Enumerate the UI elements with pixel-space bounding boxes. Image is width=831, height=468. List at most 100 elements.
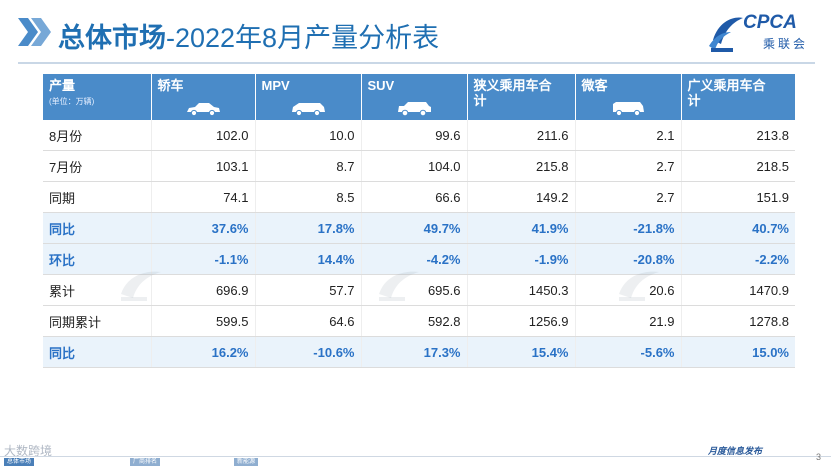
table-cell: 20.6 <box>575 274 682 306</box>
mpv-icon <box>292 103 325 116</box>
table-cell: 64.6 <box>255 305 362 337</box>
footer-segment: 厂商排名 <box>130 458 161 466</box>
table-cell: 1256.9 <box>467 305 576 337</box>
table-cell: 592.8 <box>361 305 468 337</box>
footer-publisher: 月度信息发布 <box>708 446 763 456</box>
table-cell: 40.7% <box>681 212 795 244</box>
footer-segment: 新能源 <box>234 458 259 466</box>
header-cell-minivan: 微客 <box>575 74 682 120</box>
table-cell: 10.0 <box>255 120 362 151</box>
table-cell: 8.5 <box>255 181 362 213</box>
table-cell: 14.4% <box>255 243 362 275</box>
table-cell: 15.0% <box>681 336 795 368</box>
slide-header: 总体市场-2022年8月产量分析表 CPCA 乘联会 <box>0 0 831 64</box>
footer-brand: 大数跨境 <box>4 444 53 458</box>
footer-segment: 总体市场 <box>4 458 35 466</box>
header-cell-mpv: MPV <box>255 74 362 120</box>
title-rest: -2022年8月产量分析表 <box>166 23 440 53</box>
table-row-cumulative: 累计 696.9 57.7 695.6 1450.3 20.6 1470.9 <box>43 274 795 306</box>
table-cell: 1450.3 <box>467 274 576 306</box>
header-cell-suv: SUV <box>361 74 468 120</box>
cpca-emblem-icon <box>709 17 743 52</box>
table-row-mom: 环比 -1.1% 14.4% -4.2% -1.9% -20.8% -2.2% <box>43 243 795 275</box>
row-label: 同比 <box>43 336 152 368</box>
table-row-same-period-cumulative: 同期累计 599.5 64.6 592.8 1256.9 21.9 1278.8 <box>43 305 795 337</box>
sedan-icon <box>187 103 220 116</box>
table-cell: 695.6 <box>361 274 468 306</box>
table-cell: 149.2 <box>467 181 576 213</box>
table-row-yoy: 同比 37.6% 17.8% 49.7% 41.9% -21.8% 40.7% <box>43 212 795 244</box>
row-label: 累计 <box>43 274 152 306</box>
table-cell: 696.9 <box>151 274 256 306</box>
minivan-icon <box>613 102 644 116</box>
row-label: 8月份 <box>43 120 152 151</box>
table-cell: 215.8 <box>467 150 576 182</box>
page-number: 3 <box>816 452 822 462</box>
table-cell: 213.8 <box>681 120 795 151</box>
table-cell: 104.0 <box>361 150 468 182</box>
table-cell: 16.2% <box>151 336 256 368</box>
header-cell-narrow-total: 狭义乘用车合计 <box>467 74 576 120</box>
row-label: 同比 <box>43 212 152 244</box>
table-cell: -10.6% <box>255 336 362 368</box>
table-cell: 599.5 <box>151 305 256 337</box>
header-cell-metric: 产量 (单位：万辆) <box>43 74 152 120</box>
table-cell: -20.8% <box>575 243 682 275</box>
table-cell: 218.5 <box>681 150 795 182</box>
header-label: 产量 <box>49 78 76 93</box>
logo-text-sub: 乘联会 <box>763 37 809 51</box>
header-cell-broad-total: 广义乘用车合计 <box>681 74 795 120</box>
table-cell: 17.8% <box>255 212 362 244</box>
suv-icon <box>398 102 431 116</box>
table-cell: 49.7% <box>361 212 468 244</box>
table-cell: -21.8% <box>575 212 682 244</box>
row-label: 同期 <box>43 181 152 213</box>
table-cell: 2.1 <box>575 120 682 151</box>
cpca-logo: CPCA 乘联会 <box>705 10 817 56</box>
table-row-jul: 7月份 103.1 8.7 104.0 215.8 2.7 218.5 <box>43 150 795 182</box>
header-label: MPV <box>261 78 290 93</box>
table-cell: 74.1 <box>151 181 256 213</box>
header-divider <box>18 62 815 64</box>
table-cell: 1278.8 <box>681 305 795 337</box>
table-cell: 17.3% <box>361 336 468 368</box>
table-cell: 99.6 <box>361 120 468 151</box>
header-unit: (单位：万辆) <box>49 97 95 106</box>
slide-footer: 大数跨境 总体市场 厂商排名 新能源 月度信息发布 3 <box>0 436 831 468</box>
header-cell-sedan: 轿车 <box>151 74 256 120</box>
table-header-row: 产量 (单位：万辆) 轿车 MPV <box>43 74 795 120</box>
table-cell: -1.9% <box>467 243 576 275</box>
header-label: SUV <box>367 78 395 93</box>
header-label: 轿车 <box>157 78 184 93</box>
page-title: 总体市场-2022年8月产量分析表 <box>58 16 439 55</box>
title-bold: 总体市场 <box>58 23 166 53</box>
header-label: 微客 <box>581 78 608 93</box>
row-label: 同期累计 <box>43 305 152 337</box>
table-row-aug: 8月份 102.0 10.0 99.6 211.6 2.1 213.8 <box>43 120 795 151</box>
table-cell: 21.9 <box>575 305 682 337</box>
table-cell: 15.4% <box>467 336 576 368</box>
logo-text-main: CPCA <box>743 12 797 33</box>
table-cell: -4.2% <box>361 243 468 275</box>
row-label: 7月份 <box>43 150 152 182</box>
table-row-cumulative-yoy: 同比 16.2% -10.6% 17.3% 15.4% -5.6% 15.0% <box>43 336 795 368</box>
table-cell: 151.9 <box>681 181 795 213</box>
table-cell: 1470.9 <box>681 274 795 306</box>
table-cell: -1.1% <box>151 243 256 275</box>
footer-divider <box>0 456 831 457</box>
table-row-same-period: 同期 74.1 8.5 66.6 149.2 2.7 151.9 <box>43 181 795 213</box>
header-label: 狭义乘用车合计 <box>473 78 552 108</box>
table-cell: 41.9% <box>467 212 576 244</box>
table-cell: 211.6 <box>467 120 576 151</box>
double-chevron-icon <box>18 18 51 46</box>
table-cell: 102.0 <box>151 120 256 151</box>
table-cell: 37.6% <box>151 212 256 244</box>
table-cell: 66.6 <box>361 181 468 213</box>
table-cell: 8.7 <box>255 150 362 182</box>
table-cell: 103.1 <box>151 150 256 182</box>
table-cell: -5.6% <box>575 336 682 368</box>
header-label: 广义乘用车合计 <box>687 78 766 108</box>
production-table-container: 产量 (单位：万辆) 轿车 MPV <box>43 74 795 430</box>
table-cell: 57.7 <box>255 274 362 306</box>
table-cell: -2.2% <box>681 243 795 275</box>
